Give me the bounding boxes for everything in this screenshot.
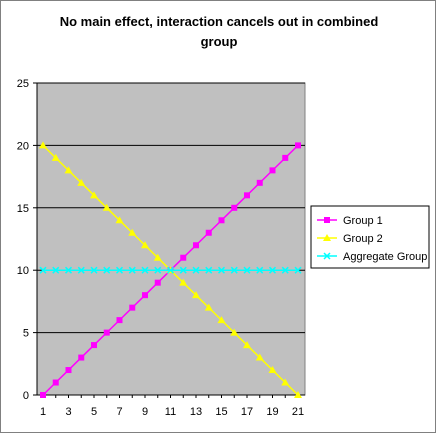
y-tick-label: 0	[23, 390, 29, 402]
data-point-group-1	[103, 329, 110, 336]
data-point-group-2	[51, 153, 60, 161]
legend-label-aggregate-group: Aggregate Group	[343, 251, 427, 263]
legend-marker-group-1	[324, 217, 330, 223]
data-point-aggregate-group	[154, 266, 162, 274]
y-tick-label: 10	[17, 265, 29, 277]
data-point-aggregate-group	[90, 266, 98, 274]
data-point-aggregate-group	[166, 266, 175, 274]
data-point-aggregate-group	[192, 266, 200, 274]
legend-label-group-1: Group 1	[343, 215, 383, 227]
data-point-aggregate-group	[77, 266, 85, 274]
data-point-aggregate-group	[230, 266, 238, 274]
data-point-group-1	[295, 142, 301, 149]
legend-label-group-2: Group 2	[343, 233, 383, 245]
data-point-group-1	[256, 179, 263, 186]
data-point-group-2	[128, 228, 137, 236]
y-tick-label: 5	[23, 328, 29, 340]
x-tick-label: 21	[292, 406, 304, 418]
data-point-group-2	[115, 216, 124, 224]
x-tick-label: 11	[165, 406, 176, 418]
data-point-group-2	[64, 166, 73, 174]
data-point-group-1	[244, 192, 250, 199]
y-tick-label: 25	[17, 78, 29, 90]
data-point-aggregate-group	[115, 266, 124, 274]
data-point-group-2	[90, 191, 98, 199]
data-point-aggregate-group	[39, 266, 47, 274]
series-layer	[39, 141, 302, 398]
data-point-aggregate-group	[268, 266, 277, 274]
data-point-aggregate-group	[103, 266, 111, 274]
data-point-group-1	[154, 279, 161, 286]
data-point-aggregate-group	[128, 266, 136, 274]
data-point-aggregate-group	[64, 266, 73, 274]
data-point-group-2	[102, 203, 111, 211]
x-tick-label: 15	[215, 406, 227, 418]
legend-box	[310, 205, 430, 269]
data-point-group-2	[217, 316, 226, 324]
x-tick-label: 9	[142, 406, 148, 418]
data-point-group-1	[65, 367, 72, 374]
data-point-group-2	[153, 253, 162, 261]
data-point-group-1	[129, 304, 136, 311]
data-point-group-1	[269, 167, 276, 174]
data-point-group-2	[294, 391, 302, 398]
data-point-group-2	[179, 278, 188, 286]
data-point-group-1	[282, 154, 289, 161]
data-point-group-2	[204, 303, 213, 311]
data-point-group-1	[231, 204, 238, 211]
data-point-group-2	[281, 378, 290, 386]
data-point-group-2	[77, 178, 86, 186]
data-point-aggregate-group	[256, 266, 264, 274]
data-point-group-2	[243, 341, 251, 349]
data-point-aggregate-group	[217, 266, 226, 274]
data-point-group-1	[91, 342, 97, 349]
data-point-aggregate-group	[52, 266, 60, 274]
legend-marker-group-2	[323, 234, 331, 241]
data-point-group-1	[205, 229, 212, 236]
data-point-group-1	[218, 217, 225, 224]
data-point-group-1	[193, 242, 199, 249]
data-point-group-2	[230, 328, 239, 336]
y-tick-label: 20	[17, 140, 29, 152]
data-point-group-2	[268, 366, 277, 374]
data-point-group-1	[52, 379, 59, 386]
x-tick-label: 7	[116, 406, 122, 418]
x-tick-label: 3	[65, 406, 71, 418]
chart-title-line-2: group	[201, 34, 238, 49]
data-point-group-1	[40, 392, 46, 398]
data-point-aggregate-group	[243, 266, 251, 274]
data-point-group-1	[180, 254, 187, 261]
chart-title-line-1: No main effect, interaction cancels out …	[60, 14, 379, 29]
data-point-aggregate-group	[179, 266, 187, 274]
x-tick-label: 17	[241, 406, 253, 418]
y-tick-label: 15	[17, 203, 29, 215]
data-point-aggregate-group	[294, 266, 302, 274]
legend-marker-aggregate-group	[323, 252, 331, 260]
x-tick-label: 5	[91, 406, 97, 418]
plot-area	[36, 82, 306, 396]
data-point-group-1	[78, 354, 85, 361]
legend: Group 1 Group 2 Aggregate Group	[310, 205, 430, 269]
data-point-group-2	[39, 141, 47, 149]
data-point-group-1	[116, 317, 123, 324]
data-point-group-1	[142, 292, 148, 299]
data-point-aggregate-group	[281, 266, 289, 274]
x-tick-label: 1	[40, 406, 46, 418]
x-tick-label: 13	[190, 406, 202, 418]
data-point-group-2	[255, 353, 264, 361]
data-point-aggregate-group	[141, 266, 149, 274]
data-point-group-2	[192, 291, 200, 299]
x-tick-label: 19	[266, 406, 278, 418]
data-point-group-2	[141, 241, 149, 249]
data-point-aggregate-group	[205, 266, 213, 274]
